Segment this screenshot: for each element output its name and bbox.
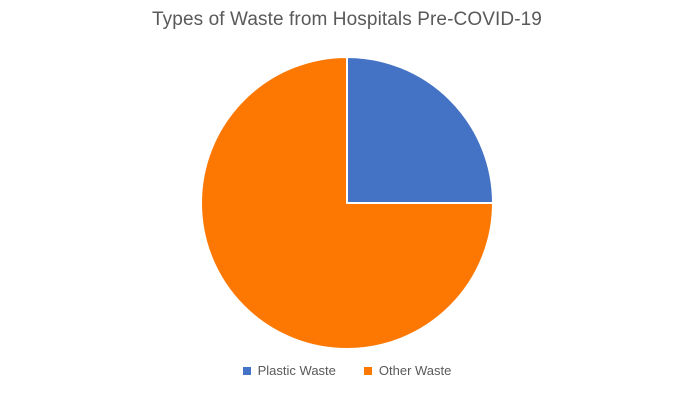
legend-item-other-waste: Other Waste bbox=[363, 363, 452, 378]
pie-slice-other-waste bbox=[200, 56, 494, 350]
legend-label-other-waste: Other Waste bbox=[378, 363, 452, 378]
legend-label-plastic-waste: Plastic Waste bbox=[257, 363, 336, 378]
legend-swatch-plastic-waste-icon bbox=[242, 366, 251, 375]
legend-item-plastic-waste: Plastic Waste bbox=[242, 363, 336, 378]
chart-legend: Plastic Waste Other Waste bbox=[0, 363, 694, 378]
pie-slice-plastic-waste bbox=[346, 56, 494, 204]
legend-swatch-other-waste-icon bbox=[363, 366, 372, 375]
chart-title: Types of Waste from Hospitals Pre-COVID-… bbox=[152, 9, 542, 30]
